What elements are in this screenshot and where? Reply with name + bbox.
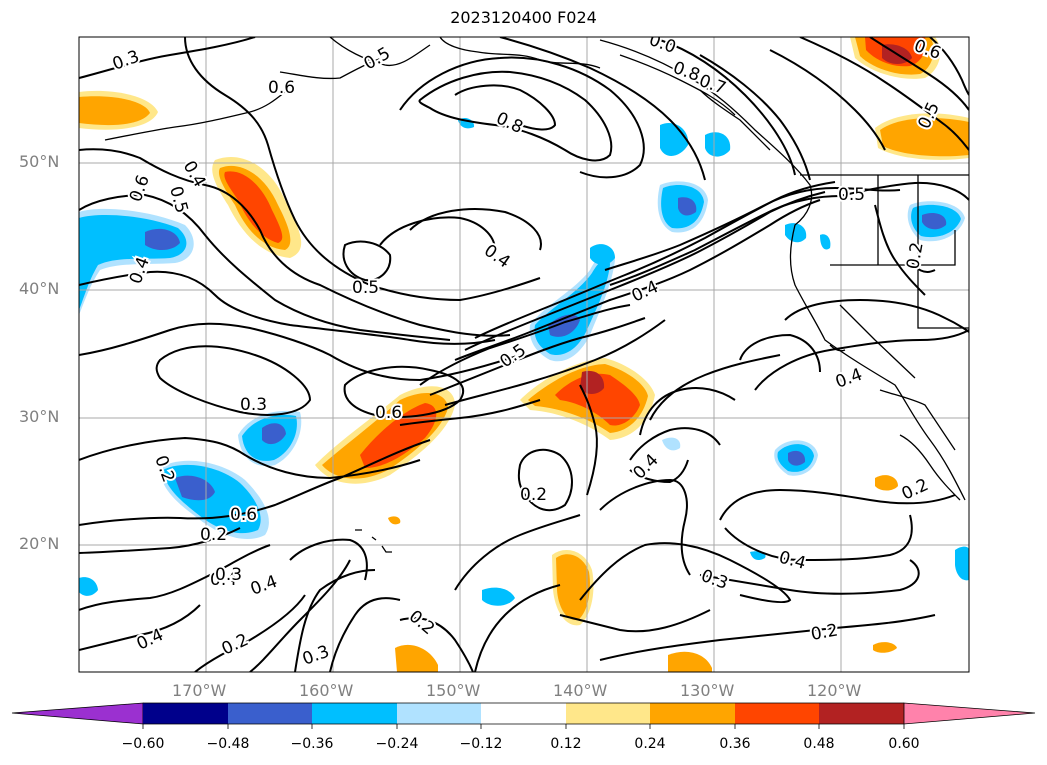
map-plot-area: 0.3 0.6 0.5 0.8 0.8 0.7 0.6 0.5 0.4 0.6 …: [79, 30, 969, 672]
contour-label: 0.2: [903, 241, 927, 271]
lat-label: 30°N: [19, 407, 60, 426]
contour-label: 0.2: [899, 475, 932, 505]
colorbar-bin: [650, 703, 735, 724]
plot-frame: [78, 36, 970, 673]
colorbar-bin: [312, 703, 397, 724]
lon-label: 150°W: [426, 681, 481, 700]
contour-label: 0.4: [248, 572, 280, 600]
colorbar-bin: [735, 703, 819, 724]
lat-label: 50°N: [19, 152, 60, 171]
colorbar-bin: [397, 703, 481, 724]
contour-label: 0.6: [268, 78, 295, 98]
contour-label: 0.6: [230, 505, 257, 525]
colorbar-bin: [903, 702, 1036, 725]
coastlines: [104, 37, 969, 553]
contour-lines: [79, 37, 969, 672]
contour-label: 0.3: [300, 642, 332, 670]
contour-label: 0.3: [240, 395, 267, 415]
colorbar-tick-label: 0.48: [803, 736, 835, 752]
colorbar-tick-label: −0.60: [121, 736, 165, 752]
colorbar-tick-label: 0.60: [888, 736, 920, 752]
colorbar-bin: [819, 703, 904, 724]
contour-label: 0.5: [165, 184, 191, 215]
contour-label: 0.3: [215, 565, 242, 585]
contour-label: 0.6: [375, 403, 402, 423]
contour-label: 0.2: [219, 630, 252, 660]
lon-label: 160°W: [299, 681, 354, 700]
colorbar-tick-label: −0.24: [375, 736, 419, 752]
contour-label: 0.3: [110, 47, 142, 75]
lon-label: 130°W: [680, 681, 735, 700]
contour-label: 0.2: [200, 525, 227, 545]
colorbar-tick-label: −0.12: [459, 736, 503, 752]
contour-label: 0.4: [833, 365, 865, 393]
contour-label: 0.6: [126, 172, 154, 204]
contour-label: 0.0: [646, 30, 678, 58]
colorbar-bin: [143, 703, 228, 724]
colorbar-bin: [566, 703, 650, 724]
colorbar-bin: [228, 703, 312, 724]
lon-label: 170°W: [172, 681, 227, 700]
lon-label: 140°W: [553, 681, 608, 700]
contour-label: 0.5: [361, 43, 394, 74]
contour-label: 0.2: [520, 485, 547, 505]
contour-label: 0.5: [352, 278, 379, 298]
map-title: 2023120400 F024: [450, 8, 597, 27]
contour-label: 0.8: [493, 108, 526, 138]
colorbar-tick-label: 0.24: [634, 736, 666, 752]
colorbar-bin: [481, 703, 566, 724]
colorbar-bin: [11, 702, 144, 725]
contour-label: 0.2: [809, 621, 839, 645]
contour-label: 0.4: [777, 548, 808, 574]
colorbar-tick-label: 0.12: [550, 736, 582, 752]
lon-label: 120°W: [807, 681, 862, 700]
contour-label: 0.5: [838, 185, 865, 205]
contour-label: 0.2: [405, 607, 439, 640]
colorbar: [11, 702, 1036, 729]
lat-label: 40°N: [19, 279, 60, 298]
contour-label: 0.3: [698, 566, 730, 594]
contour-label: 0.4: [480, 241, 514, 273]
colorbar-tick-label: −0.48: [206, 736, 250, 752]
colorbar-tick-label: −0.36: [290, 736, 334, 752]
lat-label: 20°N: [19, 534, 60, 553]
contour-label: 0.4: [210, 570, 237, 590]
contour-label: 0.8: [670, 58, 702, 86]
graticule: [79, 37, 969, 672]
colorbar-tick-label: 0.36: [719, 736, 751, 752]
